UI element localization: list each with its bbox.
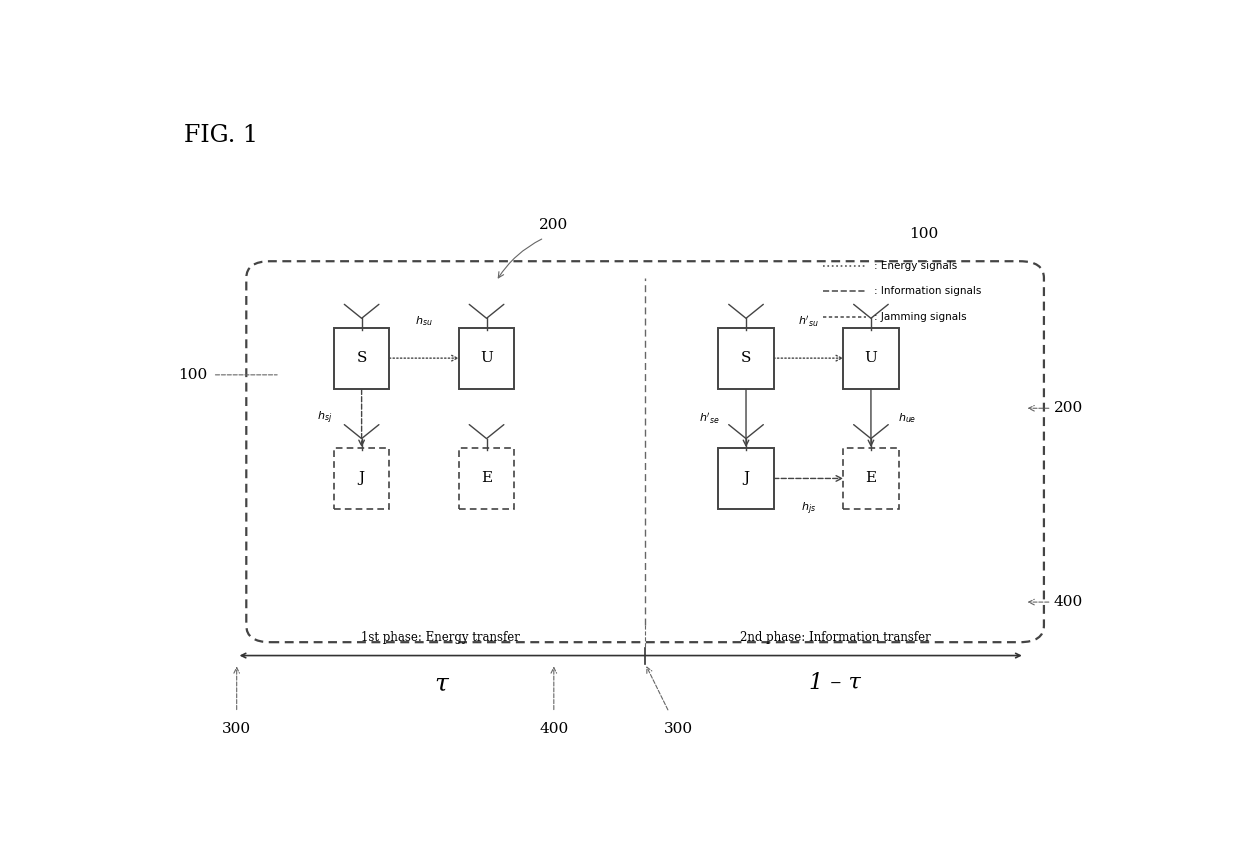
FancyBboxPatch shape bbox=[334, 448, 389, 509]
Text: 200: 200 bbox=[1054, 401, 1083, 415]
Text: $h_{ue}$: $h_{ue}$ bbox=[898, 411, 916, 425]
Text: $h_{su}$: $h_{su}$ bbox=[415, 314, 433, 328]
Text: τ: τ bbox=[434, 672, 448, 695]
FancyBboxPatch shape bbox=[334, 328, 389, 389]
Text: 200: 200 bbox=[539, 219, 568, 233]
Text: 100: 100 bbox=[909, 227, 939, 241]
Text: $h_{js}$: $h_{js}$ bbox=[801, 500, 816, 516]
FancyBboxPatch shape bbox=[718, 328, 774, 389]
FancyBboxPatch shape bbox=[459, 448, 515, 509]
Text: E: E bbox=[481, 471, 492, 485]
Text: J: J bbox=[358, 471, 365, 485]
Text: FIG. 1: FIG. 1 bbox=[184, 124, 258, 148]
Text: $h'_{se}$: $h'_{se}$ bbox=[699, 411, 720, 425]
Text: 400: 400 bbox=[1054, 595, 1083, 609]
Text: J: J bbox=[743, 471, 749, 485]
Text: $h_{sj}$: $h_{sj}$ bbox=[317, 410, 332, 426]
Text: : Energy signals: : Energy signals bbox=[874, 261, 957, 271]
FancyBboxPatch shape bbox=[843, 448, 899, 509]
Text: 2nd phase: Information transfer: 2nd phase: Information transfer bbox=[739, 630, 930, 643]
Text: S: S bbox=[740, 352, 751, 365]
Text: 1 – τ: 1 – τ bbox=[808, 672, 861, 694]
FancyBboxPatch shape bbox=[843, 328, 899, 389]
Text: U: U bbox=[864, 352, 878, 365]
FancyBboxPatch shape bbox=[459, 328, 515, 389]
Text: 300: 300 bbox=[222, 722, 252, 736]
Text: 400: 400 bbox=[539, 722, 568, 736]
Text: : Jamming signals: : Jamming signals bbox=[874, 312, 966, 322]
Text: S: S bbox=[356, 352, 367, 365]
Text: U: U bbox=[480, 352, 494, 365]
Text: 100: 100 bbox=[179, 368, 208, 382]
Text: E: E bbox=[866, 471, 877, 485]
Text: : Information signals: : Information signals bbox=[874, 286, 981, 296]
FancyBboxPatch shape bbox=[718, 448, 774, 509]
Text: $h'_{su}$: $h'_{su}$ bbox=[799, 314, 818, 329]
Text: 300: 300 bbox=[665, 722, 693, 736]
Text: 1st phase: Energy transfer: 1st phase: Energy transfer bbox=[362, 630, 521, 643]
